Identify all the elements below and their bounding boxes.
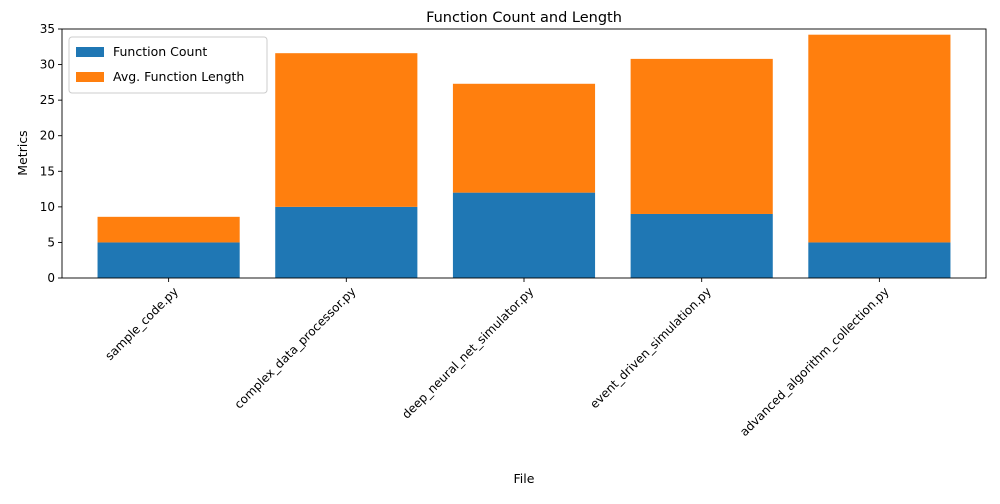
bar-avg-function-length-complex-data-processor-py [275,53,418,207]
bar-function-count-sample-code-py [97,242,240,278]
bar-avg-function-length-sample-code-py [97,216,240,243]
bar-function-count-deep-neural-net-simulator-py [452,192,596,278]
legend-label-function-count: Function Count [113,44,207,59]
y-tick-label: 20 [40,129,55,143]
bars [97,34,951,278]
y-tick-label: 30 [40,58,55,72]
legend-box [68,36,268,94]
bar-function-count-event-driven-simulation-py [630,213,773,278]
legend: Function Count Avg. Function Length [68,36,268,94]
legend-swatch-avg-function-length [76,72,104,82]
x-axis-label: File [514,471,535,486]
bar-function-count-complex-data-processor-py [275,206,418,278]
legend-swatch-function-count [76,47,104,57]
bar-function-count-advanced-algorithm-collection-py [808,242,951,278]
y-tick-label: 25 [40,93,55,107]
legend-label-avg-function-length: Avg. Function Length [113,69,244,84]
bar-avg-function-length-advanced-algorithm-collection-py [808,34,951,243]
y-tick-label: 35 [40,22,55,36]
bar-avg-function-length-event-driven-simulation-py [630,58,773,214]
plot-frame [61,28,987,279]
y-axis-ticks: 0 5 10 15 20 25 30 35 [40,22,62,285]
y-tick-label: 5 [47,235,55,249]
y-tick-label: 15 [40,164,55,178]
chart-title: Function Count and Length [426,10,622,26]
y-tick-label: 0 [47,271,55,285]
y-axis-label: Metrics [15,130,30,175]
bar-avg-function-length-deep-neural-net-simulator-py [452,83,596,193]
y-tick-label: 10 [40,200,55,214]
